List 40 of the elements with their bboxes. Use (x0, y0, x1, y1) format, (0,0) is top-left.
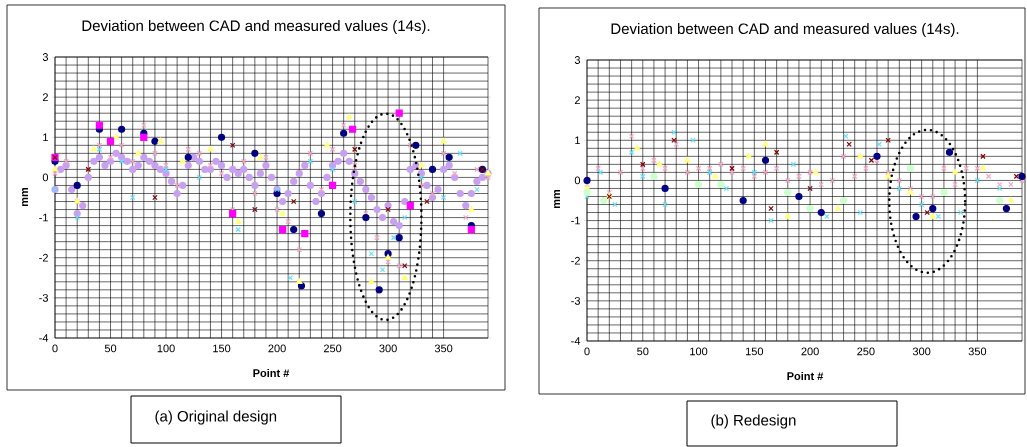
y-tick-label: -3 (571, 296, 581, 305)
y-tick-label: -1 (571, 216, 580, 225)
x-tick-label: 0 (52, 344, 58, 353)
chart-title: Deviation between CAD and measured values (14s). (82, 20, 430, 34)
x-tick-label: 150 (213, 344, 231, 353)
x-axis-title: Point # (787, 371, 824, 381)
x-tick-label: 50 (637, 347, 649, 356)
y-tick-label: 0 (42, 173, 49, 182)
text: (b) Redesign (711, 414, 796, 429)
y-tick-label: 2 (42, 93, 48, 101)
x-tick-label: 100 (157, 344, 175, 353)
x-tick-label: 300 (379, 344, 397, 353)
chart-title: Deviation between CAD and measured values (14s). (611, 23, 959, 37)
x-tick-label: 50 (104, 344, 117, 353)
y-tick-label: 1 (575, 136, 580, 145)
x-tick-label: 250 (323, 344, 342, 353)
y-axis-title: mm (22, 187, 28, 207)
y-tick-label: -3 (39, 293, 48, 302)
y-tick-label: 3 (42, 53, 48, 61)
x-tick-label: 200 (801, 347, 819, 356)
y-tick-label: -2 (39, 253, 48, 262)
x-tick-label: 0 (584, 347, 590, 356)
y-axis-title: mm (554, 189, 560, 209)
y-tick-label: 3 (574, 56, 581, 64)
y-tick-label: -2 (571, 256, 580, 265)
y-tick-label: -4 (39, 334, 49, 342)
x-tick-label: 350 (968, 347, 987, 356)
x-tick-label: 100 (690, 347, 708, 356)
y-tick-label: -4 (571, 337, 581, 345)
y-tick-label: -1 (39, 213, 48, 222)
x-tick-label: 150 (745, 347, 764, 356)
x-tick-label: 200 (268, 344, 286, 353)
text: (a) Original design (155, 410, 277, 425)
x-tick-label: 300 (912, 347, 931, 356)
x-tick-label: 250 (857, 347, 875, 356)
y-tick-label: 1 (43, 133, 48, 142)
x-axis-title: Point # (253, 368, 290, 378)
y-tick-label: 0 (574, 176, 581, 185)
x-tick-label: 350 (434, 344, 453, 353)
y-tick-label: 2 (574, 96, 580, 104)
